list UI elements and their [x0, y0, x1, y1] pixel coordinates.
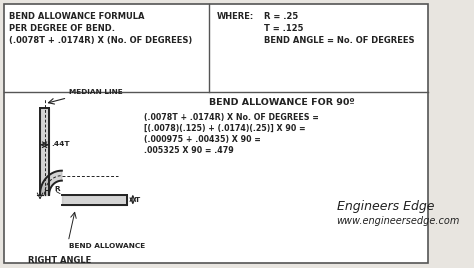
Text: (.000975 + .00435) X 90 =: (.000975 + .00435) X 90 =: [144, 135, 261, 144]
Text: (.0078T + .0174R) X No. OF DEGREES =: (.0078T + .0174R) X No. OF DEGREES =: [144, 113, 319, 122]
Text: (.0078T + .0174R) X (No. OF DEGREES): (.0078T + .0174R) X (No. OF DEGREES): [9, 36, 192, 45]
Text: Engineers Edge: Engineers Edge: [337, 200, 434, 213]
Polygon shape: [40, 171, 62, 195]
Text: BEND ALLOWANCE FOR 90º: BEND ALLOWANCE FOR 90º: [209, 98, 355, 107]
Text: MEDIAN LINE: MEDIAN LINE: [69, 89, 123, 95]
Text: WHERE:: WHERE:: [217, 12, 254, 21]
Text: R: R: [55, 186, 60, 192]
Polygon shape: [40, 108, 49, 195]
Text: .44T: .44T: [51, 141, 70, 147]
Text: [(.0078)(.125) + (.0174)(.25)] X 90 =: [(.0078)(.125) + (.0174)(.25)] X 90 =: [144, 124, 305, 133]
Text: R = .25: R = .25: [264, 12, 298, 21]
Text: T = .125: T = .125: [264, 24, 303, 33]
Text: RIGHT ANGLE: RIGHT ANGLE: [27, 256, 91, 266]
Text: www.engineersedge.com: www.engineersedge.com: [337, 215, 460, 226]
Text: .005325 X 90 = .479: .005325 X 90 = .479: [144, 146, 234, 155]
Polygon shape: [62, 195, 128, 204]
Text: BEND ANGLE = No. OF DEGREES: BEND ANGLE = No. OF DEGREES: [264, 36, 414, 45]
Text: BEND ALLOWANCE: BEND ALLOWANCE: [69, 243, 146, 248]
Text: PER DEGREE OF BEND.: PER DEGREE OF BEND.: [9, 24, 115, 33]
Text: BEND ALLOWANCE FORMULA: BEND ALLOWANCE FORMULA: [9, 12, 145, 21]
Text: T: T: [135, 197, 140, 203]
